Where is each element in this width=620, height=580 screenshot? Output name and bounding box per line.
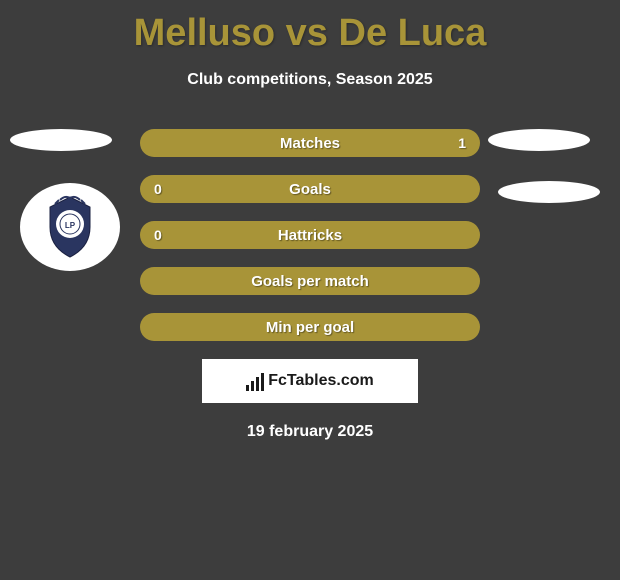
stat-value-left: 0 xyxy=(154,181,162,197)
decorative-ellipse xyxy=(498,181,600,203)
stat-label: Goals per match xyxy=(251,273,369,290)
svg-text:LP: LP xyxy=(65,221,76,230)
stat-row-goals: 0 Goals xyxy=(140,175,480,203)
stat-value-left: 0 xyxy=(154,227,162,243)
stat-row-matches: Matches 1 xyxy=(140,129,480,157)
shield-icon: LP xyxy=(35,192,105,262)
stat-row-hattricks: 0 Hattricks xyxy=(140,221,480,249)
stat-label: Min per goal xyxy=(266,319,354,336)
stat-row-min-per-goal: Min per goal xyxy=(140,313,480,341)
stat-value-right: 1 xyxy=(458,135,466,151)
chart-bars-icon xyxy=(246,371,264,391)
stat-label: Goals xyxy=(289,181,331,198)
subtitle: Club competitions, Season 2025 xyxy=(0,71,620,89)
date-text: 19 february 2025 xyxy=(0,423,620,441)
decorative-ellipse xyxy=(10,129,112,151)
team-badge: LP xyxy=(20,183,120,271)
logo-content: FcTables.com xyxy=(246,371,374,391)
content-area: LP Matches 1 0 Goals 0 Hattricks Goals p… xyxy=(0,129,620,441)
stat-label: Hattricks xyxy=(278,227,342,244)
decorative-ellipse xyxy=(488,129,590,151)
page-title: Melluso vs De Luca xyxy=(0,0,620,55)
stat-label: Matches xyxy=(280,135,340,152)
stat-row-goals-per-match: Goals per match xyxy=(140,267,480,295)
logo-box: FcTables.com xyxy=(202,359,418,403)
logo-text: FcTables.com xyxy=(268,372,374,390)
